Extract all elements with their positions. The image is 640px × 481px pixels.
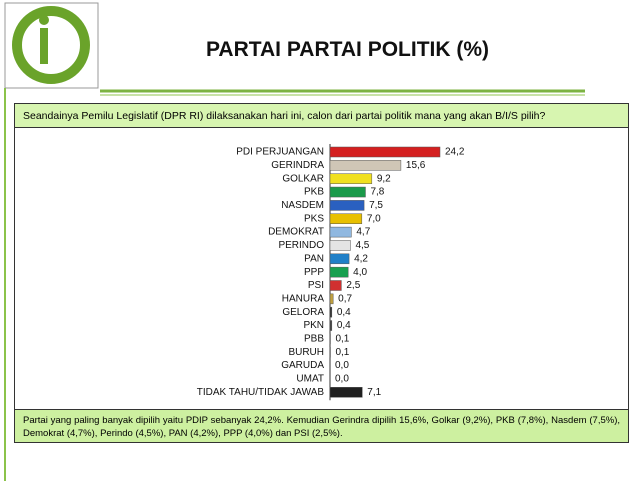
value-label: 7,0 (367, 213, 381, 224)
bar (329, 306, 333, 318)
category-label: GOLKAR (282, 173, 324, 184)
value-label: 2,5 (346, 280, 360, 291)
bar (329, 240, 351, 251)
category-label: GARUDA (281, 360, 324, 371)
category-label: PKB (304, 187, 324, 198)
value-label: 4,7 (356, 227, 370, 238)
bar (329, 320, 333, 331)
value-label: 15,6 (406, 160, 426, 171)
value-label: 0,7 (338, 293, 352, 304)
bar (329, 213, 363, 224)
value-label: 4,2 (354, 253, 368, 264)
category-label: TIDAK TAHU/TIDAK JAWAB (197, 387, 325, 398)
value-label: 0,1 (335, 347, 349, 358)
bar (329, 280, 342, 291)
bar (329, 186, 366, 198)
value-label: 0,0 (335, 360, 349, 371)
bar (329, 173, 373, 184)
category-label: GELORA (282, 307, 324, 318)
category-label: DEMOKRAT (268, 227, 324, 238)
category-label: HANURA (282, 293, 325, 304)
value-label: 0,4 (337, 307, 351, 318)
value-label: 7,5 (369, 200, 383, 211)
logo-bar (40, 28, 48, 64)
bar (329, 253, 350, 265)
category-label: NASDEM (281, 200, 324, 211)
category-label: PKN (303, 320, 324, 331)
category-label: UMAT (296, 374, 324, 385)
category-label: BURUH (288, 347, 324, 358)
value-label: 0,0 (335, 374, 349, 385)
chart-title: PARTAI PARTAI POLITIK (%) (205, 38, 490, 61)
logo-dot (39, 15, 49, 25)
bar (329, 293, 334, 305)
value-label: 4,5 (355, 240, 369, 251)
value-label: 7,1 (367, 387, 381, 398)
value-label: 0,1 (335, 334, 349, 345)
bar (329, 387, 363, 398)
category-label: GERINDRA (271, 160, 324, 171)
value-label: 4,0 (353, 267, 367, 278)
bar (329, 226, 352, 238)
annotation: Partai yang paling banyak dipilih yaitu … (15, 409, 628, 442)
value-label: 0,4 (337, 320, 351, 331)
category-label: PDI PERJUANGAN (236, 147, 324, 158)
logo (12, 6, 90, 84)
bar (329, 160, 402, 171)
bar (329, 146, 441, 158)
value-label: 9,2 (377, 173, 391, 184)
category-label: PPP (304, 267, 324, 278)
category-label: PERINDO (278, 240, 324, 251)
category-label: PAN (304, 253, 324, 264)
value-label: 24,2 (445, 147, 465, 158)
chart-frame (14, 103, 629, 443)
question: Seandainya Pemilu Legislatif (DPR RI) di… (15, 104, 628, 128)
category-label: PKS (304, 213, 324, 224)
category-label: PBB (304, 334, 324, 345)
category-label: PSI (308, 280, 324, 291)
bar (329, 266, 349, 278)
value-label: 7,8 (370, 187, 384, 198)
bar (329, 200, 365, 211)
